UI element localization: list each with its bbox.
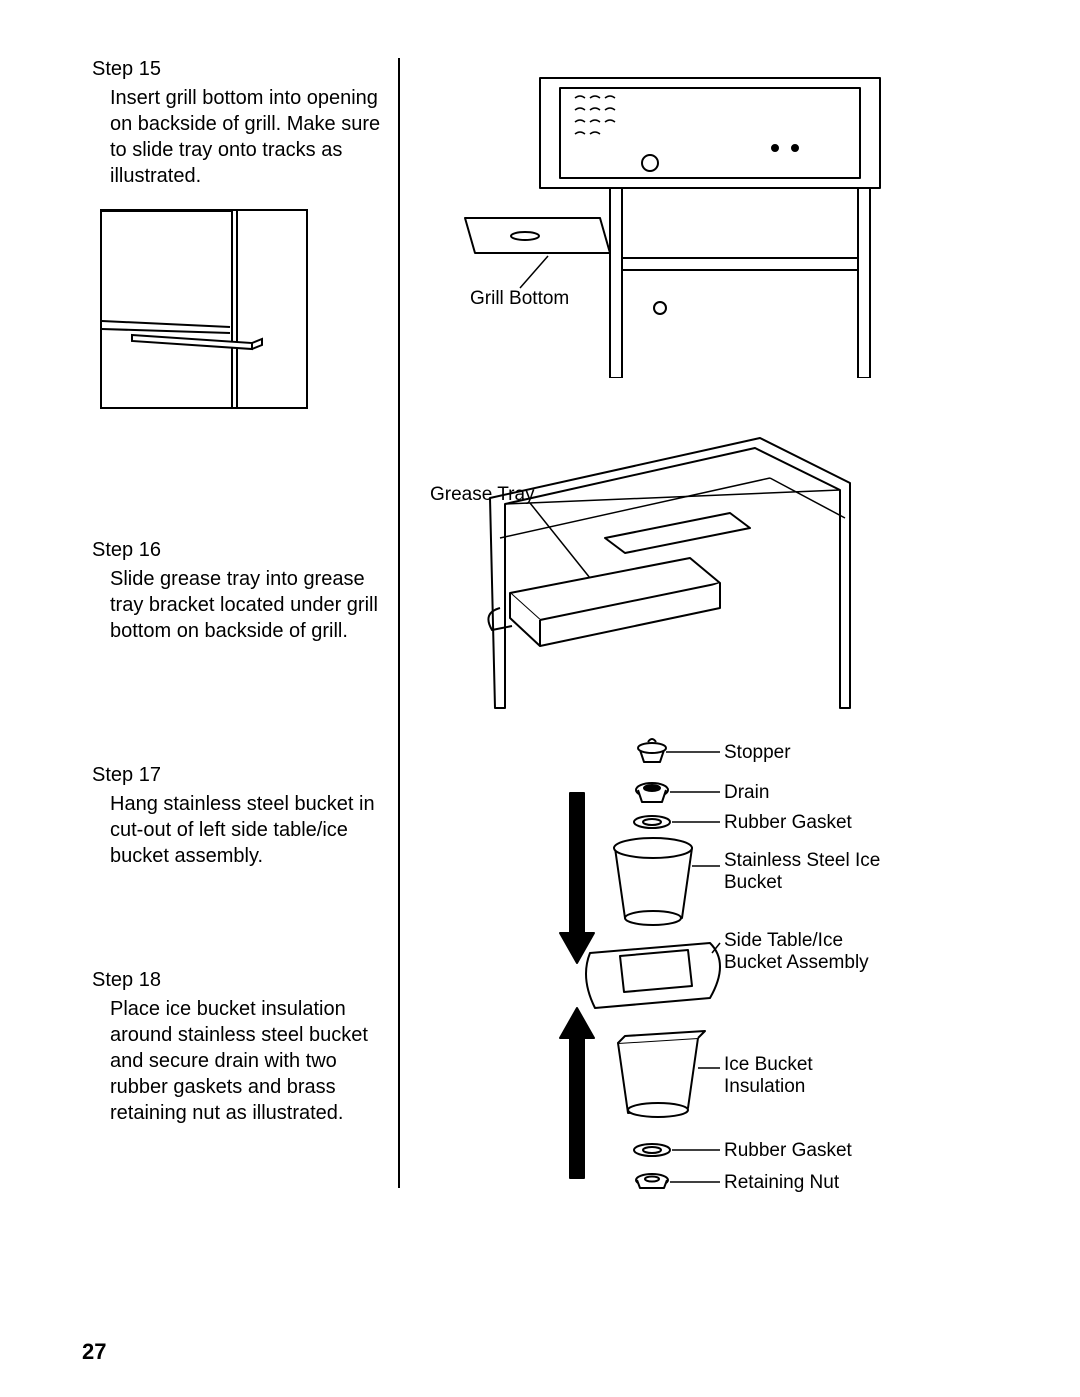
figure-grill-bottom: Grill Bottom	[420, 58, 1010, 378]
step-18-body: Place ice bucket insulation around stain…	[92, 996, 392, 1126]
page-number: 27	[82, 1339, 106, 1365]
step-17: Step 17 Hang stainless steel bucket in c…	[92, 764, 392, 869]
figure-ice-bucket: Stopper Drain Rubber Gasket Stainless St…	[420, 738, 1010, 1218]
label-retaining-nut: Retaining Nut	[724, 1172, 839, 1194]
label-rubber-gasket: Rubber Gasket	[724, 812, 852, 834]
right-column: Grill Bottom	[420, 58, 1010, 1218]
label-drain: Drain	[724, 782, 769, 804]
step-16: Step 16 Slide grease tray into grease tr…	[92, 539, 392, 644]
step-17-body: Hang stainless steel bucket in cut-out o…	[92, 791, 392, 869]
manual-page: Step 15 Insert grill bottom into opening…	[0, 0, 1080, 1397]
step-18-title: Step 18	[92, 969, 392, 992]
step-16-body: Slide grease tray into grease tray brack…	[92, 566, 392, 644]
label-grill-bottom: Grill Bottom	[470, 288, 569, 310]
step-16-title: Step 16	[92, 539, 392, 562]
label-ice-bucket-ins: Ice Bucket Insulation	[724, 1054, 884, 1098]
step-15-figure	[100, 209, 308, 409]
column-divider	[398, 58, 400, 1188]
grill-illustration	[420, 58, 980, 378]
label-stopper: Stopper	[724, 742, 791, 764]
step-17-title: Step 17	[92, 764, 392, 787]
left-column: Step 15 Insert grill bottom into opening…	[92, 58, 392, 1126]
step-15: Step 15 Insert grill bottom into opening…	[92, 58, 392, 189]
figure-grease-tray: Grease Tray	[420, 408, 1010, 728]
ice-bucket-illustration	[420, 738, 980, 1218]
label-side-table: Side Table/Ice Bucket Assembly	[724, 930, 884, 974]
label-grease-tray: Grease Tray	[430, 484, 535, 506]
step-15-body: Insert grill bottom into opening on back…	[92, 85, 392, 189]
grease-tray-illustration	[420, 408, 980, 728]
label-ss-ice-bucket: Stainless Steel Ice Bucket	[724, 850, 884, 894]
label-rubber-gasket-2: Rubber Gasket	[724, 1140, 852, 1162]
step-18: Step 18 Place ice bucket insulation arou…	[92, 969, 392, 1126]
step-15-title: Step 15	[92, 58, 392, 81]
